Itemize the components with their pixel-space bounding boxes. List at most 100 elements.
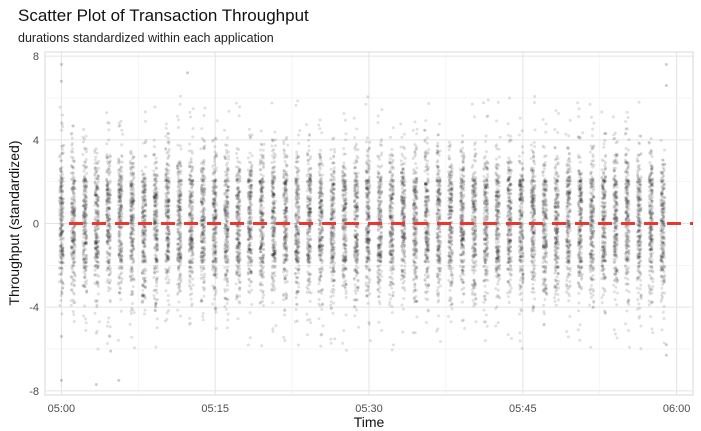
data-point	[329, 232, 333, 236]
data-point	[61, 178, 65, 182]
data-point	[93, 203, 97, 207]
data-point	[93, 229, 97, 233]
data-point	[84, 230, 88, 234]
data-point	[59, 223, 63, 227]
data-point	[72, 283, 76, 287]
data-point	[60, 122, 64, 126]
data-point	[153, 203, 157, 207]
data-point	[296, 99, 300, 103]
data-point	[69, 177, 73, 181]
data-point	[83, 200, 87, 204]
data-point	[95, 245, 99, 249]
data-point	[296, 271, 300, 275]
data-point	[117, 276, 121, 280]
data-point	[141, 200, 145, 204]
data-point	[258, 211, 262, 215]
data-point	[60, 261, 64, 265]
data-point	[96, 299, 100, 303]
data-point	[95, 185, 99, 189]
data-point	[85, 196, 89, 200]
data-point	[155, 242, 159, 246]
data-point	[61, 201, 65, 205]
data-point	[273, 130, 277, 134]
scatter-points	[58, 63, 668, 387]
data-point	[70, 208, 74, 212]
data-point	[84, 236, 88, 240]
data-point	[59, 244, 63, 248]
data-point	[61, 197, 65, 201]
data-point	[295, 276, 299, 280]
data-point	[85, 213, 89, 217]
data-point	[71, 182, 75, 186]
data-point	[96, 218, 100, 222]
data-point	[177, 176, 181, 180]
data-point	[71, 234, 75, 238]
data-point	[153, 220, 157, 224]
data-point	[249, 251, 253, 255]
data-point	[319, 148, 323, 152]
data-point	[236, 160, 240, 164]
data-point	[154, 191, 158, 195]
data-point	[59, 182, 63, 186]
data-point	[297, 285, 301, 289]
data-point	[309, 196, 313, 199]
data-point	[238, 252, 242, 256]
data-point	[97, 198, 100, 202]
data-point	[59, 248, 63, 252]
data-point	[93, 273, 97, 277]
data-point	[60, 151, 64, 155]
data-point	[107, 197, 111, 201]
data-point	[82, 260, 86, 264]
data-point	[201, 160, 205, 164]
data-point	[96, 251, 100, 255]
data-point	[71, 206, 75, 210]
data-point	[187, 260, 191, 264]
data-point	[71, 298, 75, 302]
data-point	[81, 214, 85, 218]
data-point	[60, 229, 64, 233]
data-point	[317, 298, 321, 301]
data-point	[83, 203, 87, 207]
data-point	[106, 242, 110, 246]
data-point	[72, 179, 76, 183]
data-point	[296, 177, 300, 181]
data-point	[61, 176, 65, 180]
data-point	[106, 197, 110, 201]
data-point	[200, 230, 204, 234]
data-point	[72, 210, 76, 214]
data-point	[132, 311, 136, 315]
data-point	[214, 137, 218, 141]
data-point	[85, 165, 89, 169]
data-point	[81, 284, 85, 288]
data-point	[318, 118, 322, 122]
data-point	[58, 207, 62, 211]
data-point	[295, 290, 299, 294]
data-point	[201, 318, 205, 322]
data-point	[120, 189, 124, 193]
data-point	[224, 217, 228, 221]
data-point	[179, 178, 183, 182]
data-point	[94, 189, 98, 193]
data-point	[84, 212, 88, 216]
data-point	[199, 239, 203, 243]
data-point	[317, 282, 321, 286]
data-point	[97, 236, 101, 240]
data-point	[117, 189, 121, 193]
data-point	[60, 186, 64, 190]
data-point	[94, 247, 98, 251]
data-point	[69, 205, 73, 209]
data-point	[308, 237, 312, 241]
data-point	[129, 250, 133, 254]
data-point	[69, 132, 73, 136]
data-point	[84, 269, 88, 273]
data-point	[107, 258, 111, 262]
data-point	[107, 171, 111, 175]
data-point	[295, 245, 299, 249]
data-point	[69, 218, 73, 222]
data-point	[285, 280, 289, 284]
data-point	[226, 265, 230, 269]
data-point	[85, 258, 89, 262]
data-point	[200, 186, 204, 190]
data-point	[72, 249, 76, 253]
data-point	[59, 233, 63, 237]
